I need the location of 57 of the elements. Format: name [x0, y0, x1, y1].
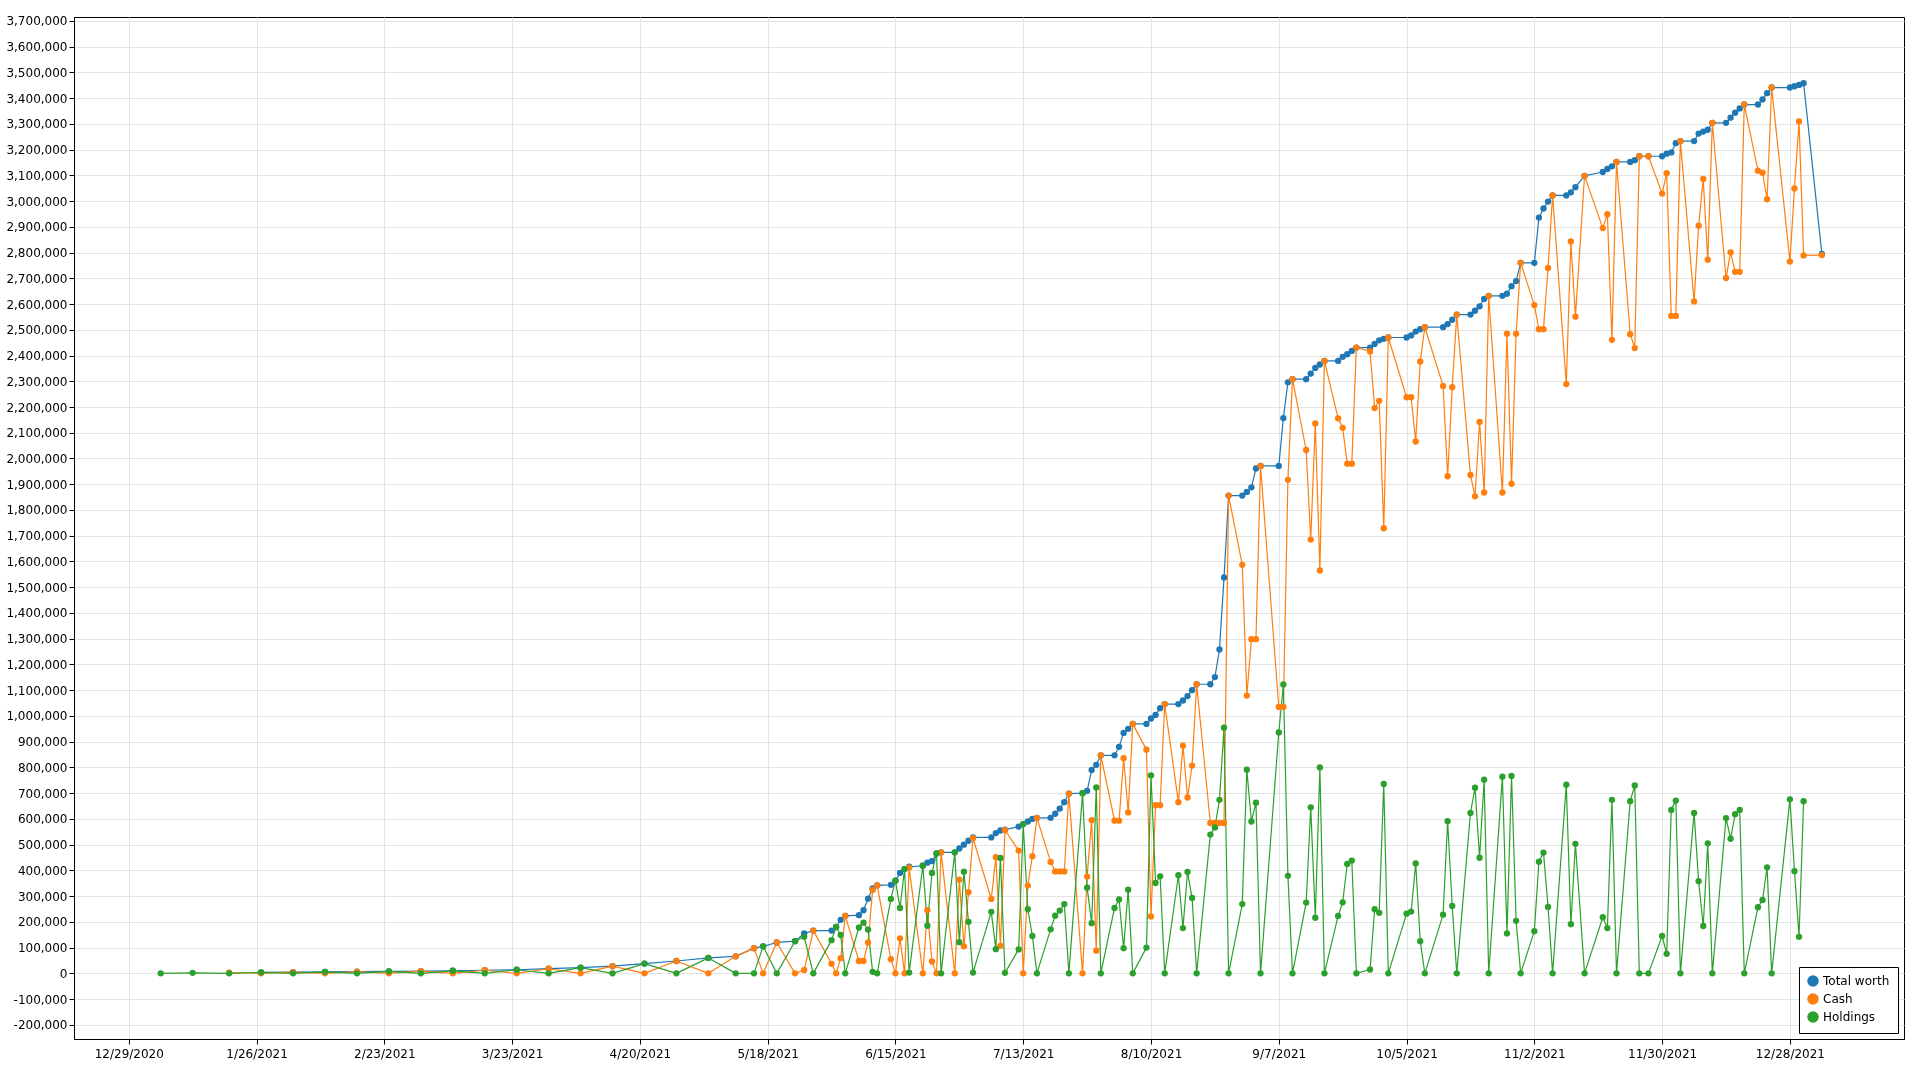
y-tick-label: 500,000 [17, 838, 68, 853]
x-tick-label: 12/28/2021 [1755, 1046, 1825, 1061]
y-tick-label: 2,100,000 [6, 426, 68, 441]
x-tick-label: 4/20/2021 [609, 1046, 672, 1061]
y-tick-label: 1,400,000 [6, 606, 68, 621]
y-tick-label: 3,000,000 [6, 194, 68, 209]
y-tick-label: 1,000,000 [6, 709, 68, 724]
y-tick-label: 3,400,000 [6, 91, 68, 106]
y-tick-label: 1,700,000 [6, 529, 68, 544]
y-tick-label: -100,000 [13, 992, 68, 1007]
x-tick-label: 5/18/2021 [737, 1046, 799, 1061]
y-tick-label: 300,000 [17, 889, 68, 904]
y-tick-label: 3,500,000 [6, 65, 68, 80]
x-tick-label: 7/13/2021 [992, 1046, 1055, 1061]
y-tick-label: 2,900,000 [6, 220, 68, 235]
y-tick-label: 2,600,000 [6, 297, 68, 312]
y-tick-label: 2,200,000 [6, 400, 68, 415]
y-tick-label: 900,000 [17, 735, 68, 750]
y-tick-label: 1,800,000 [6, 503, 68, 518]
x-tick-label: 8/10/2021 [1120, 1046, 1183, 1061]
x-tick-label: 2/23/2021 [354, 1046, 416, 1061]
y-tick-label: 700,000 [17, 786, 68, 801]
y-tick-label: 3,700,000 [6, 14, 68, 29]
x-tick-label: 11/30/2021 [1628, 1046, 1698, 1061]
y-tick-label: 2,800,000 [6, 246, 68, 261]
x-tick-label: 1/26/2021 [226, 1046, 288, 1061]
y-tick-label: 1,600,000 [6, 554, 68, 569]
y-tick-label: 400,000 [17, 863, 68, 878]
y-tick-label: 2,400,000 [6, 349, 68, 364]
legend-label: Total worth [1822, 974, 1890, 988]
y-tick-label: 3,600,000 [6, 40, 68, 55]
y-tick-label: 3,300,000 [6, 117, 68, 132]
x-tick-label: 9/7/2021 [1252, 1046, 1307, 1061]
y-tick-label: 600,000 [17, 812, 68, 827]
y-tick-label: 2,700,000 [6, 271, 68, 286]
y-tick-label: 2,000,000 [6, 451, 68, 466]
legend-label: Cash [1823, 992, 1853, 1006]
x-tick-label: 10/5/2021 [1376, 1046, 1438, 1061]
y-tick-label: 200,000 [17, 915, 68, 930]
y-tick-label: 3,100,000 [6, 168, 68, 183]
y-tick-label: 2,300,000 [6, 374, 68, 389]
y-tick-label: 2,500,000 [6, 323, 68, 338]
y-tick-label: 1,900,000 [6, 477, 68, 492]
x-tick-label: 3/23/2021 [481, 1046, 544, 1061]
x-tick-label: 6/15/2021 [865, 1046, 927, 1061]
y-tick-label: 1,500,000 [6, 580, 68, 595]
y-tick-label: 800,000 [17, 760, 68, 775]
y-tick-label: 1,300,000 [6, 632, 68, 647]
y-tick-label: 1,100,000 [6, 683, 68, 698]
y-tick-label: 0 [59, 966, 68, 981]
y-tick-label: 3,200,000 [6, 143, 68, 158]
legend-label: Holdings [1823, 1010, 1876, 1024]
x-tick-label: 12/29/2020 [94, 1046, 164, 1061]
y-tick-label: 1,200,000 [6, 657, 68, 672]
x-tick-label: 11/2/2021 [1504, 1046, 1566, 1061]
y-tick-label: -200,000 [13, 1018, 68, 1033]
y-tick-label: 100,000 [17, 941, 68, 956]
